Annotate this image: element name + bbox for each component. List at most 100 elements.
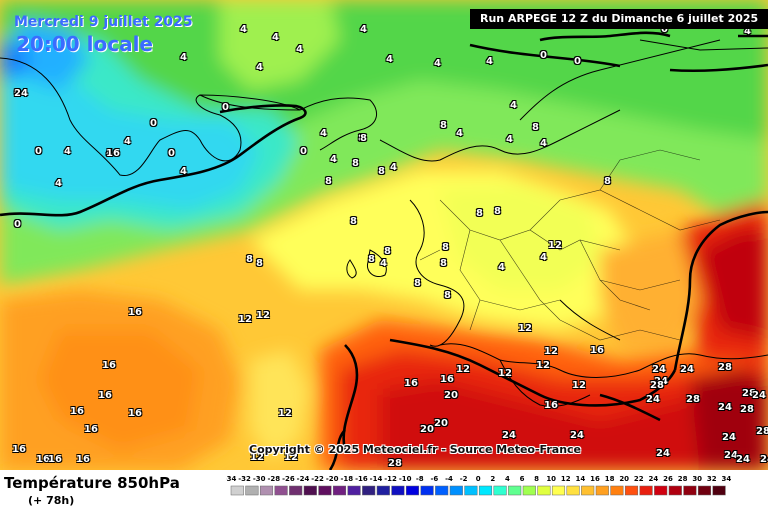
isotherm-value: 24: [722, 432, 736, 443]
isotherm-value: 4: [744, 26, 751, 37]
isotherm-value: 0: [661, 24, 668, 35]
isotherm-value: 16: [106, 148, 120, 159]
isotherm-value: 4: [55, 178, 62, 189]
scale-label: -24: [297, 475, 310, 483]
isotherm-value: 24: [654, 376, 668, 387]
scale-label: -2: [460, 475, 468, 483]
scale-label: -8: [416, 475, 424, 483]
scale-swatch: [274, 485, 288, 496]
scale-swatch: [551, 485, 566, 496]
isotherm-value: 24: [718, 402, 732, 413]
isotherm-value: 28: [388, 458, 402, 469]
isotherm-value: 0: [35, 146, 42, 157]
isotherm-value: 0: [574, 56, 581, 67]
scale-swatch: [697, 485, 712, 496]
scale-swatch: [624, 485, 639, 496]
scale-label: -10: [399, 475, 412, 483]
isotherm-value: 12: [238, 314, 252, 325]
isotherm-value: 24: [656, 448, 670, 459]
scale-label: -20: [326, 475, 339, 483]
isotherm-value: 12: [456, 364, 470, 375]
scale-label: -14: [370, 475, 383, 483]
scale-label: 24: [649, 475, 659, 483]
isotherm-value: 4: [540, 138, 547, 149]
scale-label: -4: [445, 475, 453, 483]
scale-label: 8: [534, 475, 539, 483]
parameter-title: Température 850hPa: [4, 474, 180, 492]
isotherm-value: 24: [646, 394, 660, 405]
isotherm-value: 8: [444, 290, 451, 301]
isotherm-value: 0: [14, 219, 21, 230]
scale-swatch: [639, 485, 653, 496]
scale-swatch: [245, 485, 259, 496]
copyright-text: Copyright © 2025 Meteociel.fr - Source M…: [249, 443, 582, 456]
isotherm-value: 8: [360, 133, 367, 144]
isotherm-value: 4: [510, 100, 517, 111]
scale-label: 30: [692, 475, 702, 483]
scale-swatch: [420, 485, 434, 496]
isotherm-value: 28: [718, 362, 732, 373]
isotherm-value: 28: [742, 388, 756, 399]
scale-label: -6: [431, 475, 439, 483]
isotherm-value: 24: [14, 88, 28, 99]
isotherm-value: 4: [360, 24, 367, 35]
isotherm-value: 20: [420, 424, 434, 435]
isotherm-value: 8: [442, 242, 449, 253]
scale-label: 34: [722, 475, 732, 483]
scale-label: 12: [561, 475, 571, 483]
scale-label: 20: [619, 475, 629, 483]
isotherm-value: 24: [760, 454, 768, 465]
isotherm-value: 16: [590, 345, 604, 356]
scale-swatch: [566, 485, 580, 496]
borders: [419, 149, 721, 341]
coastlines: [0, 39, 768, 407]
isotherm-value: 8: [368, 254, 375, 265]
isotherm-value: 0: [14, 88, 21, 99]
isotherm-value: 12: [256, 310, 270, 321]
scale-swatch: [332, 485, 347, 496]
scale-label: -26: [282, 475, 295, 483]
isotherm-value: 4: [380, 258, 387, 269]
isotherm-value: 8: [378, 166, 385, 177]
scale-swatch: [712, 485, 726, 496]
isotherm-value: 4: [456, 128, 463, 139]
isotherm-value: 16: [544, 400, 558, 411]
scale-label: -12: [384, 475, 397, 483]
isotherm-value: 16: [12, 444, 26, 455]
isotherm-value: 24: [752, 390, 766, 401]
isotherm-value: 12: [250, 452, 264, 463]
scale-label: -22: [311, 475, 324, 483]
scale-swatch: [537, 485, 551, 496]
isotherm-value: 0: [300, 146, 307, 157]
isotherm-value: 8: [414, 278, 421, 289]
scale-label: 4: [505, 475, 510, 483]
isotherm-value: 8: [494, 206, 501, 217]
isotherm-value: 16: [98, 390, 112, 401]
isotherm-value: 24: [736, 454, 750, 465]
scale-swatch: [303, 485, 317, 496]
isotherm-value: 4: [124, 136, 131, 147]
isotherm-value: 16: [48, 454, 62, 465]
isotherm-value: 16: [76, 454, 90, 465]
isotherm-value: 16: [84, 424, 98, 435]
scale-swatch: [230, 485, 244, 496]
scale-swatch: [259, 485, 274, 496]
isotherm-value: 0: [222, 102, 229, 113]
isotherm-value: 8: [256, 258, 263, 269]
isotherm-value: 16: [36, 454, 50, 465]
isotherm-value: 20: [434, 418, 448, 429]
scale-swatch: [289, 485, 303, 496]
isotherm-value: 4: [106, 148, 113, 159]
isotherm-value: 16: [70, 406, 84, 417]
isotherm-value: 4: [330, 154, 337, 165]
lead-time: (+ 78h): [28, 494, 75, 507]
scale-label: 0: [476, 475, 481, 483]
isotherm-value: 24: [502, 430, 516, 441]
scale-label: -28: [267, 475, 280, 483]
isotherms: [0, 31, 768, 470]
valid-date: Mercredi 9 juillet 2025: [14, 14, 193, 30]
isotherm-value: 28: [686, 394, 700, 405]
isotherm-value: 8: [604, 176, 611, 187]
isotherm-value: 12: [536, 360, 550, 371]
